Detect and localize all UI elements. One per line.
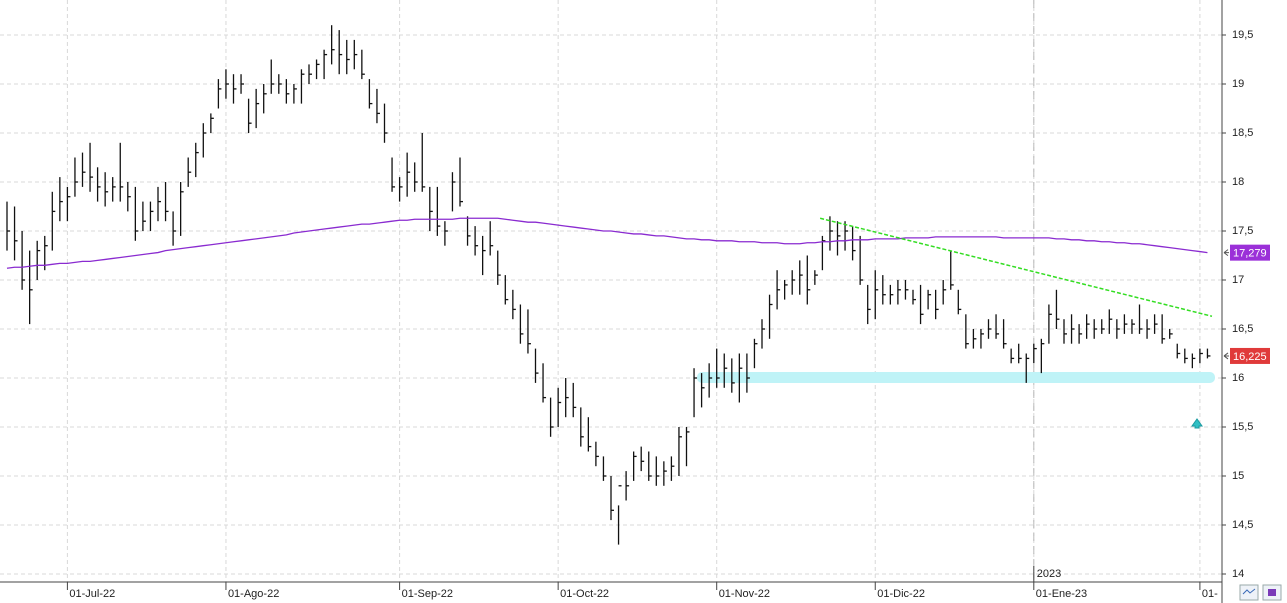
year-label: 2023: [1037, 568, 1061, 580]
y-tick-label: 18,5: [1232, 127, 1253, 139]
x-tick-label: 01-Sep-22: [402, 588, 453, 600]
y-tick-label: 19,5: [1232, 29, 1253, 41]
y-tick-label: 19: [1232, 78, 1244, 90]
y-tick-label: 16,5: [1232, 323, 1253, 335]
y-tick-label: 14: [1232, 568, 1244, 580]
x-tick-label: 01-: [1202, 588, 1218, 600]
x-tick-label: 01-Ago-22: [228, 588, 279, 600]
y-tick-label: 14,5: [1232, 519, 1253, 531]
arrow-icon: [1191, 418, 1203, 429]
y-tick-label: 15: [1232, 470, 1244, 482]
price-label: 16,225: [1233, 351, 1267, 363]
moving-average: [6, 217, 1208, 269]
price-box: [1230, 347, 1270, 364]
plot: [6, 25, 1215, 545]
y-tick-label: 17: [1232, 274, 1244, 286]
y-tick-label: 17,5: [1232, 225, 1253, 237]
x-tick-label: 01-Jul-22: [69, 588, 115, 600]
y-tick-label: 16: [1232, 372, 1244, 384]
x-tick-label: 01-Oct-22: [560, 588, 609, 600]
y-tick-label: 15,5: [1232, 421, 1253, 433]
button-icon: [1242, 588, 1256, 595]
grid: [0, 0, 1222, 582]
x-tick-label: 01-Nov-22: [719, 588, 770, 600]
support-zone: [697, 372, 1215, 383]
price-box: [1230, 244, 1270, 261]
price-pointer: [1223, 249, 1229, 257]
price-pointer: [1223, 352, 1229, 360]
trendline: [819, 217, 1213, 317]
y-tick-label: 18: [1232, 176, 1244, 188]
price-label: 17,279: [1233, 248, 1267, 260]
button-icon: [1268, 589, 1276, 596]
x-tick-label: 01-Dic-22: [877, 588, 925, 600]
x-tick-label: 01-Ene-23: [1036, 588, 1087, 600]
